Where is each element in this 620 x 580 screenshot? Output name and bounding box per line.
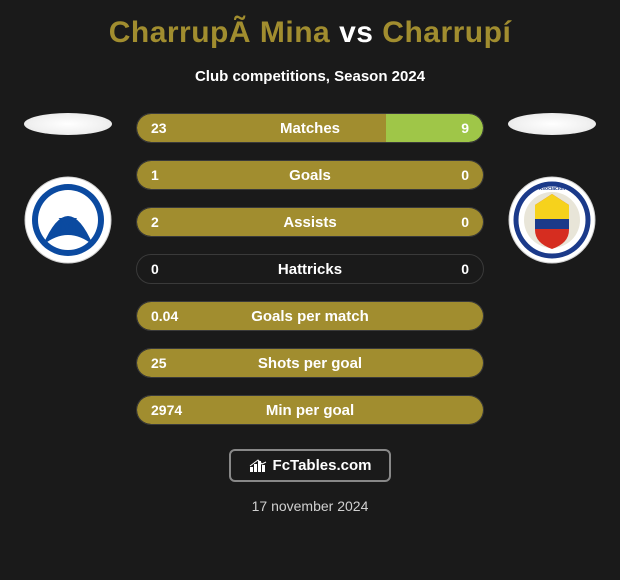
stat-row: 2974Min per goal <box>136 395 484 425</box>
stat-row: 00Hattricks <box>136 254 484 284</box>
svg-text:Asociación: Asociación <box>539 186 566 192</box>
stat-row: 239Matches <box>136 113 484 143</box>
comparison-card: CharrupÃ Mina vs Charrupí Club competiti… <box>0 0 620 580</box>
stat-row: 10Goals <box>136 160 484 190</box>
stat-label: Assists <box>137 214 483 231</box>
stat-label: Shots per goal <box>137 355 483 372</box>
page-title: CharrupÃ Mina vs Charrupí <box>109 16 512 50</box>
player-photo-right <box>508 113 596 135</box>
stat-row: 20Assists <box>136 207 484 237</box>
brand-badge[interactable]: FcTables.com <box>229 449 392 482</box>
content-row: M 239Matches 10Goals 20Assists 00Hattricks 0… <box>0 113 620 425</box>
title-player1: CharrupÃ Mina <box>109 16 331 49</box>
club-crest-left: M <box>23 175 113 265</box>
club-crest-right: Asociación <box>507 175 597 265</box>
stat-label: Min per goal <box>137 402 483 419</box>
subtitle: Club competitions, Season 2024 <box>195 68 425 85</box>
footer-date: 17 november 2024 <box>252 498 369 514</box>
stat-row: 0.04Goals per match <box>136 301 484 331</box>
title-player2: Charrupí <box>382 16 511 49</box>
brand-text: FcTables.com <box>273 457 372 474</box>
title-vs: vs <box>339 16 373 49</box>
stat-row: 25Shots per goal <box>136 348 484 378</box>
club-left-column: M <box>18 113 118 265</box>
stat-bars: 239Matches 10Goals 20Assists 00Hattricks 0.0… <box>136 113 484 425</box>
crest-right-icon: Asociación <box>507 175 597 265</box>
club-right-column: Asociación <box>502 113 602 265</box>
svg-text:M: M <box>59 214 78 236</box>
stat-label: Goals per match <box>137 308 483 325</box>
stat-label: Goals <box>137 167 483 184</box>
crest-left-icon: M <box>23 175 113 265</box>
brand-chart-icon <box>249 459 267 473</box>
stat-label: Hattricks <box>137 261 483 278</box>
stat-label: Matches <box>137 120 483 137</box>
player-photo-left <box>24 113 112 135</box>
